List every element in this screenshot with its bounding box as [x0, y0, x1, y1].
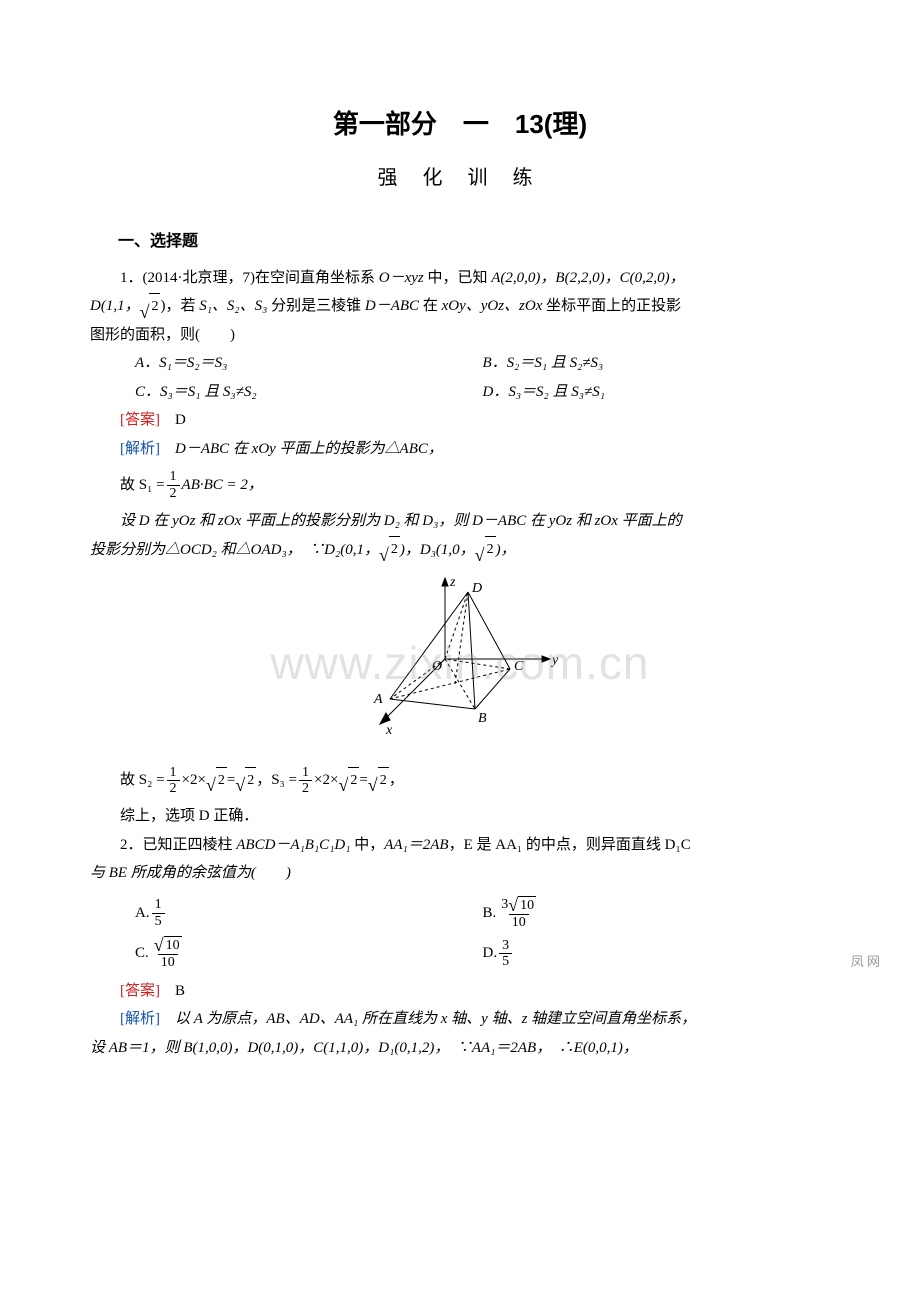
pt-B: B	[478, 711, 487, 726]
text: 故 S₁ =	[120, 471, 165, 500]
analysis-label: [解析]	[120, 1011, 160, 1027]
text: )，若	[160, 298, 199, 314]
q2-optC-label: C.	[135, 939, 149, 968]
analysis-label: [解析]	[120, 441, 160, 457]
text: 故 S₂ =	[120, 766, 165, 795]
pt-C: C	[514, 659, 524, 674]
text: D－ABC 在 xOy 平面上的投影为△ABC，	[160, 441, 443, 457]
q2-stem-line2: 与 BE 所成角的余弦值为( )	[90, 859, 830, 888]
section-heading: 一、选择题	[118, 227, 830, 257]
text: 分别是三棱锥	[267, 298, 365, 314]
q1-optC: C．S₃＝S₁ 且 S₃≠S₂	[135, 384, 257, 400]
q1-analysis-1: [解析] D－ABC 在 xOy 平面上的投影为△ABC，	[90, 435, 830, 464]
q2-options-row2: C. √10 10 D. 35	[135, 936, 830, 970]
answer-label: [答案]	[120, 412, 160, 428]
q2-analysis-1: [解析] 以 A 为原点，AB、AD、AA₁ 所在直线为 x 轴、y 轴、z 轴…	[90, 1005, 830, 1034]
q1-stem-line1: 1．(2014·北京理，7)在空间直角坐标系 O－xyz 中，已知 A(2,0,…	[90, 264, 830, 293]
q1-analysis-3: 设 D 在 yOz 和 zOx 平面上的投影分别为 D₂ 和 D₃，则 D－AB…	[90, 507, 830, 536]
axis-z-label: z	[449, 575, 456, 590]
text: ，	[389, 766, 404, 795]
s-vars: S₁、S₂、S₃	[199, 298, 267, 314]
q2-options-row1: A. 15 B. 3√10 10	[135, 896, 830, 930]
relation: AA₁＝2AB	[384, 837, 448, 853]
q2-optB-label: B.	[483, 899, 497, 928]
q1-optA: A．S₁＝S₂＝S₃	[135, 355, 227, 371]
q1-options-row2: C．S₃＝S₁ 且 S₃≠S₂ D．S₃＝S₂ 且 S₃≠S₁	[135, 378, 830, 407]
text: ×2×	[314, 766, 338, 795]
text: 与 BE 所成角的余弦值为( )	[90, 865, 291, 881]
points: A(2,0,0)，B(2,2,0)，C(0,2,0)，	[491, 270, 684, 286]
text: 坐标平面上的正投影	[542, 298, 681, 314]
frac-1-5: 15	[152, 897, 165, 929]
q1-optB: B．S₂＝S₁ 且 S₂≠S₃	[483, 355, 604, 371]
pt-O: O	[432, 659, 442, 674]
frac-3r10-10: 3√10 10	[498, 896, 539, 930]
frac-3-5: 35	[499, 938, 512, 970]
text: 投影分别为△OCD₂ 和△OAD₃， ∵D₂(0,1，	[90, 542, 379, 558]
sqrt-icon: √2	[368, 767, 389, 795]
q1-diagram: z y x O A B C D	[90, 574, 830, 755]
text: 在	[419, 298, 442, 314]
text: =	[359, 766, 367, 795]
sqrt-icon: √2	[475, 536, 496, 564]
page-subtitle: 强 化 训 练	[90, 159, 830, 197]
text: ×2×	[182, 766, 206, 795]
sqrt-icon: √2	[379, 536, 400, 564]
q1-conclusion: 综上，选项 D 正确．	[90, 802, 830, 831]
sqrt-icon: √2	[338, 767, 359, 795]
oxyz: O－xyz	[379, 270, 424, 286]
q1-optD: D．S₃＝S₂ 且 S₃≠S₁	[483, 384, 605, 400]
answer-value: B	[160, 983, 185, 999]
sqrt-icon: √2	[206, 767, 227, 795]
sqrt-icon: √2	[235, 767, 256, 795]
text: )，D₃(1,0，	[400, 542, 475, 558]
text: 以 A 为原点，AB、AD、AA₁ 所在直线为 x 轴、y 轴、z 轴建立空间直…	[160, 1011, 696, 1027]
text: 中，已知	[424, 270, 492, 286]
text: 1．(2014·北京理，7)在空间直角坐标系	[120, 270, 379, 286]
prism: ABCD－A₁B₁C₁D₁	[236, 837, 350, 853]
q2-optD-label: D.	[483, 939, 498, 968]
planes: xOy、yOz、zOx	[442, 298, 543, 314]
sqrt-icon: √2	[140, 293, 161, 321]
axis-x-label: x	[385, 723, 393, 738]
q1-stem-line3: 图形的面积，则( )	[90, 321, 830, 350]
text: AB·BC = 2，	[182, 471, 263, 500]
axis-y-label: y	[550, 653, 559, 668]
q1-options-row1: A．S₁＝S₂＝S₃ B．S₂＝S₁ 且 S₂≠S₃	[135, 349, 830, 378]
page-title: 第一部分 一 13(理)	[90, 100, 830, 149]
q2-stem-line1: 2．已知正四棱柱 ABCD－A₁B₁C₁D₁ 中，AA₁＝2AB，E 是 AA₁…	[90, 831, 830, 860]
d-point: D(1,1，	[90, 298, 140, 314]
text: )，	[496, 542, 516, 558]
text: 2．已知正四棱柱	[120, 837, 236, 853]
side-note: 凤 网	[851, 950, 880, 975]
text: ，E 是 AA₁ 的中点，则异面直线 D₁C	[449, 837, 691, 853]
q2-answer: [答案] B	[90, 977, 830, 1006]
answer-value: D	[160, 412, 186, 428]
q2-optA-label: A.	[135, 899, 150, 928]
text: ，S₃ =	[256, 766, 297, 795]
frac-half: 12	[299, 765, 312, 797]
frac-half: 12	[167, 469, 180, 501]
pt-A: A	[373, 692, 383, 707]
pt-D: D	[471, 581, 482, 596]
q2-analysis-2: 设 AB＝1，则 B(1,0,0)，D(0,1,0)，C(1,1,0)，D₁(0…	[90, 1034, 830, 1063]
answer-label: [答案]	[120, 983, 160, 999]
q1-answer: [答案] D	[90, 406, 830, 435]
frac-r10-10: √10 10	[151, 936, 185, 970]
q1-s1-formula: 故 S₁ = 12 AB·BC = 2，	[120, 469, 830, 501]
text: 中，	[350, 837, 384, 853]
q1-analysis-4: 投影分别为△OCD₂ 和△OAD₃， ∵D₂(0,1，√2)，D₃(1,0，√2…	[90, 536, 830, 565]
q1-stem-line2: D(1,1，√2)，若 S₁、S₂、S₃ 分别是三棱锥 D－ABC 在 xOy、…	[90, 292, 830, 321]
dabc: D－ABC	[365, 298, 419, 314]
q1-s2s3-formula: 故 S₂ = 12 ×2× √2 = √2 ，S₃ = 12 ×2× √2 = …	[120, 765, 830, 797]
text: =	[227, 766, 235, 795]
frac-half: 12	[167, 765, 180, 797]
